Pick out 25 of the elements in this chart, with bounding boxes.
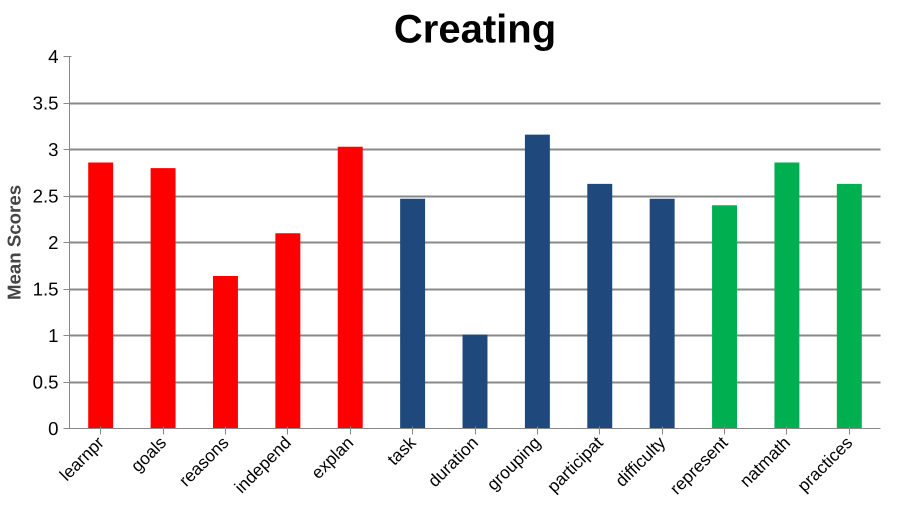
bar <box>524 134 550 428</box>
y-tick-label: 0 <box>48 418 59 439</box>
bar <box>712 205 738 428</box>
y-tick-label: 1.5 <box>32 278 59 300</box>
chart-title: Creating <box>394 8 556 52</box>
bar <box>150 168 176 428</box>
y-tick-label: 0.5 <box>32 372 59 392</box>
bar <box>275 233 300 428</box>
y-tick-label: 4 <box>48 46 59 67</box>
y-tick-label: 1 <box>48 325 59 346</box>
x-tick-label: task <box>383 432 420 470</box>
bar <box>462 334 488 428</box>
bar <box>400 198 426 428</box>
bar <box>836 184 862 428</box>
y-tick-label: 2 <box>48 232 59 253</box>
bar <box>650 198 675 428</box>
bar <box>338 146 363 428</box>
y-tick-label: 2.5 <box>32 186 59 206</box>
bar <box>88 162 114 428</box>
y-tick-label: 3.5 <box>32 92 59 114</box>
bar <box>587 184 612 428</box>
bar <box>774 162 800 428</box>
y-axis-title: Mean Scores <box>4 184 25 300</box>
bar <box>212 276 238 428</box>
y-tick-label: 3 <box>48 139 59 160</box>
